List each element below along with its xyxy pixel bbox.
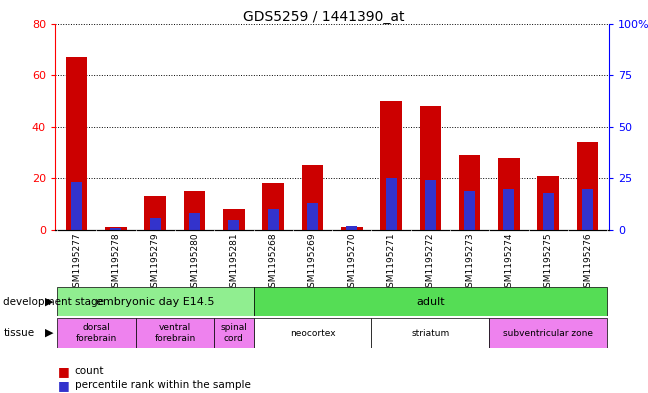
Text: GSM1195275: GSM1195275 — [544, 233, 553, 293]
Bar — [228, 220, 239, 230]
Bar — [57, 318, 135, 348]
Text: GSM1195270: GSM1195270 — [347, 233, 356, 293]
Text: GSM1195277: GSM1195277 — [72, 233, 81, 293]
Text: subventricular zone: subventricular zone — [503, 329, 593, 338]
Bar — [105, 227, 127, 230]
Bar — [135, 318, 214, 348]
Bar — [184, 191, 205, 230]
Bar — [503, 189, 515, 230]
Text: ▶: ▶ — [45, 328, 53, 338]
Text: dorsal
forebrain: dorsal forebrain — [76, 323, 117, 343]
Text: GSM1195274: GSM1195274 — [504, 233, 513, 293]
Text: GSM1195272: GSM1195272 — [426, 233, 435, 293]
Text: GSM1195271: GSM1195271 — [387, 233, 395, 293]
Bar — [498, 158, 520, 230]
Bar — [189, 213, 200, 230]
Bar — [145, 196, 166, 230]
Bar — [543, 193, 553, 230]
Text: GSM1195276: GSM1195276 — [583, 233, 592, 293]
Bar — [577, 142, 598, 230]
Text: GSM1195269: GSM1195269 — [308, 233, 317, 293]
Text: GSM1195279: GSM1195279 — [151, 233, 160, 293]
Bar — [537, 176, 559, 230]
Text: count: count — [75, 366, 104, 376]
Bar — [262, 184, 284, 230]
Bar — [66, 57, 87, 230]
Bar — [425, 180, 436, 230]
Text: development stage: development stage — [3, 297, 104, 307]
Text: GSM1195281: GSM1195281 — [229, 233, 238, 293]
Bar — [371, 318, 489, 348]
Text: ▶: ▶ — [45, 297, 53, 307]
Text: adult: adult — [416, 297, 445, 307]
Text: GSM1195273: GSM1195273 — [465, 233, 474, 293]
Text: spinal
cord: spinal cord — [220, 323, 248, 343]
Bar — [489, 318, 607, 348]
Text: embryonic day E14.5: embryonic day E14.5 — [96, 297, 214, 307]
Bar — [419, 106, 441, 230]
Bar — [268, 209, 279, 230]
Text: tissue: tissue — [3, 328, 34, 338]
Bar — [253, 318, 371, 348]
Bar — [150, 217, 161, 230]
Text: GDS5259 / 1441390_at: GDS5259 / 1441390_at — [243, 10, 405, 24]
Text: neocortex: neocortex — [290, 329, 335, 338]
Bar — [386, 178, 397, 230]
Bar — [253, 287, 607, 316]
Text: ■: ■ — [58, 378, 70, 392]
Text: striatum: striatum — [411, 329, 450, 338]
Bar — [57, 287, 253, 316]
Bar — [380, 101, 402, 230]
Bar — [459, 155, 480, 230]
Text: percentile rank within the sample: percentile rank within the sample — [75, 380, 250, 390]
Bar — [110, 228, 121, 230]
Bar — [302, 165, 323, 230]
Bar — [582, 189, 593, 230]
Text: ventral
forebrain: ventral forebrain — [154, 323, 196, 343]
Bar — [341, 227, 362, 230]
Bar — [346, 226, 357, 230]
Bar — [307, 203, 318, 230]
Bar — [214, 318, 253, 348]
Text: ■: ■ — [58, 365, 70, 378]
Bar — [223, 209, 245, 230]
Text: GSM1195268: GSM1195268 — [269, 233, 277, 293]
Bar — [464, 191, 475, 230]
Text: GSM1195280: GSM1195280 — [190, 233, 199, 293]
Bar — [71, 182, 82, 230]
Text: GSM1195278: GSM1195278 — [111, 233, 121, 293]
